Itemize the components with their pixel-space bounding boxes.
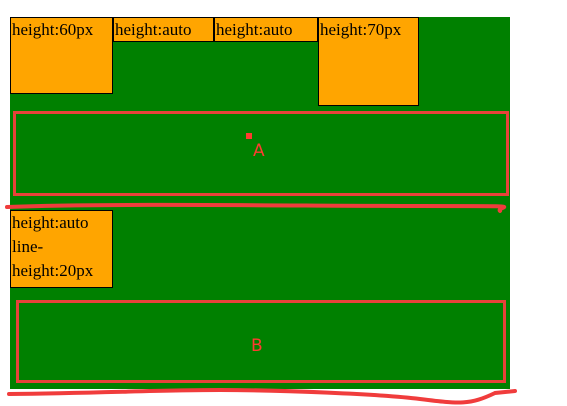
box-height-auto-line-height-20: height:auto line- height:20px	[10, 210, 113, 288]
box-height-60: height:60px	[10, 17, 113, 94]
box5-line-2: line-	[12, 237, 44, 256]
box5-line-1: height:auto	[12, 213, 89, 232]
box-height-auto-1: height:auto	[113, 17, 214, 42]
box5-line-3: height:20px	[12, 261, 94, 280]
annotation-dot	[246, 133, 252, 139]
green-container: height:60px height:auto height:auto heig…	[10, 17, 510, 389]
label-b: B	[251, 336, 263, 356]
box-height-auto-2: height:auto	[214, 17, 318, 42]
annotation-rect-b	[16, 300, 506, 383]
box-height-70: height:70px	[318, 17, 419, 106]
label-a: A	[253, 141, 265, 161]
annotation-rect-a	[13, 111, 509, 196]
underline-bottom	[7, 387, 517, 405]
